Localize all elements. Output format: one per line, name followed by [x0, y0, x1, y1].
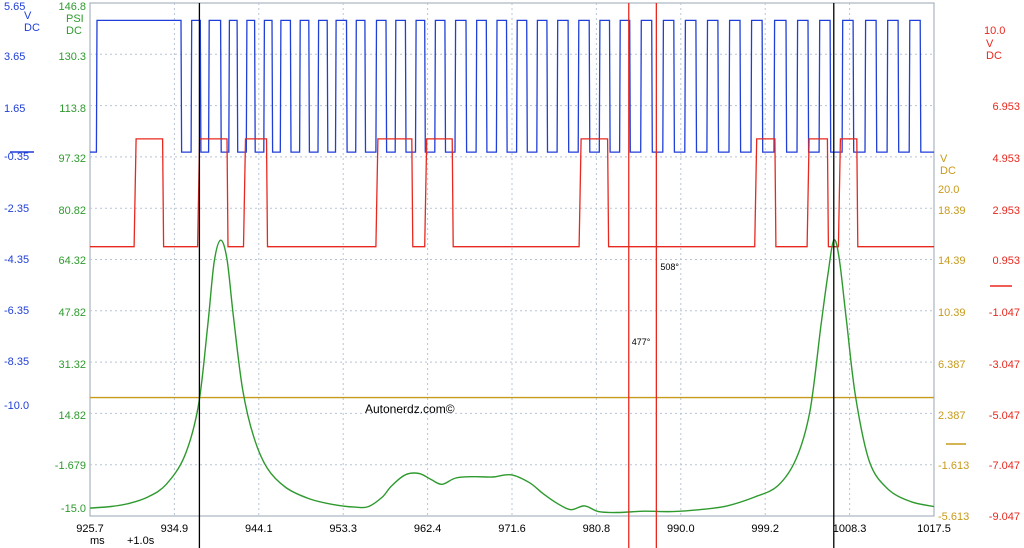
gold-axis-tick: 14.39: [938, 255, 966, 267]
red-axis-unit: V: [986, 38, 994, 50]
x-offset-label: +1.0s: [127, 535, 155, 547]
x-tick-label: 999.2: [751, 523, 779, 535]
red-trace: [89, 138, 935, 248]
gold-axis-tick: 20.0: [938, 184, 959, 196]
red-axis-tick: -1.047: [989, 307, 1020, 319]
blue-axis-tick: 5.65: [4, 1, 25, 13]
blue-axis-tick: 3.65: [4, 51, 25, 63]
x-tick-label: 1008.3: [833, 523, 867, 535]
green-axis-tick: 130.3: [58, 51, 86, 63]
green-axis-tick: 80.82: [58, 205, 86, 217]
red-axis-tick: -3.047: [989, 359, 1020, 371]
green-axis-tick: -15.0: [61, 503, 86, 515]
green-axis-unit: DC: [66, 25, 82, 37]
blue-axis-tick: -6.35: [4, 305, 29, 317]
gold-axis-tick: -1.613: [938, 460, 969, 472]
blue-axis-tick: -0.35: [4, 151, 29, 163]
red-axis-tick: 4.953: [992, 153, 1020, 165]
red-axis-unit: DC: [986, 50, 1002, 62]
blue-axis-unit: DC: [24, 22, 40, 34]
x-tick-label: 971.6: [498, 523, 526, 535]
x-tick-label: 962.4: [414, 523, 442, 535]
traces: [89, 19, 935, 514]
red-axis-tick: 0.953: [992, 255, 1020, 267]
red-axis-tick: -5.047: [989, 410, 1020, 422]
green-axis-tick: 64.32: [58, 255, 86, 267]
green-axis-tick: 14.82: [58, 410, 86, 422]
x-tick-label: 944.1: [245, 523, 273, 535]
blue-trace: [89, 19, 934, 153]
cursor-label: 508°: [660, 262, 679, 272]
blue-axis-tick: -8.35: [4, 356, 29, 368]
red-axis-tick: -7.047: [989, 460, 1020, 472]
blue-axis-unit: V: [24, 10, 32, 22]
x-tick-label: 980.8: [583, 523, 611, 535]
green-axis-tick: 97.32: [58, 153, 86, 165]
green-axis-tick: 113.8: [59, 103, 86, 115]
gold-axis-tick: 10.39: [938, 307, 966, 319]
cursor-label: 477°: [632, 337, 651, 347]
watermark: Autonerdz.com©: [365, 402, 455, 416]
cursors: 477° 508°: [198, 3, 835, 548]
green-axis-unit: PSI: [66, 13, 84, 25]
x-unit-label: ms: [90, 535, 105, 547]
x-tick-label: 1017.5: [917, 523, 951, 535]
x-tick-label: 925.7: [76, 523, 104, 535]
gold-axis-tick: 18.39: [938, 205, 966, 217]
blue-axis-tick: -4.35: [4, 254, 29, 266]
x-tick-label: 953.3: [329, 523, 357, 535]
green-trace: [89, 239, 935, 514]
gold-axis-tick: 2.387: [938, 410, 966, 422]
blue-axis-tick: 1.65: [4, 103, 25, 115]
gold-axis-unit: DC: [940, 165, 956, 177]
blue-axis-tick: -2.35: [4, 203, 29, 215]
gold-axis-tick: 6.387: [938, 359, 966, 371]
green-axis-tick: 31.32: [58, 359, 86, 371]
red-axis-unit: 10.0: [984, 25, 1005, 37]
x-tick-label: 990.0: [667, 523, 695, 535]
red-axis-tick: 2.953: [992, 205, 1020, 217]
red-axis-tick: 6.953: [992, 101, 1020, 113]
red-axis-tick: -9.047: [989, 511, 1020, 523]
axis-labels: 925.7 934.9 944.1 953.3 962.4 971.6 980.8 990.0…: [4, 1, 1020, 535]
gold-axis-tick: -5.613: [938, 511, 969, 523]
green-axis-tick: 47.82: [58, 307, 86, 319]
gold-axis-unit: V: [940, 153, 948, 165]
blue-axis-tick: -10.0: [4, 400, 29, 412]
green-axis-tick: -1.679: [55, 460, 86, 472]
grid: [89, 2, 935, 517]
green-axis-tick: 146.8: [58, 1, 86, 13]
x-tick-label: 934.9: [161, 523, 189, 535]
